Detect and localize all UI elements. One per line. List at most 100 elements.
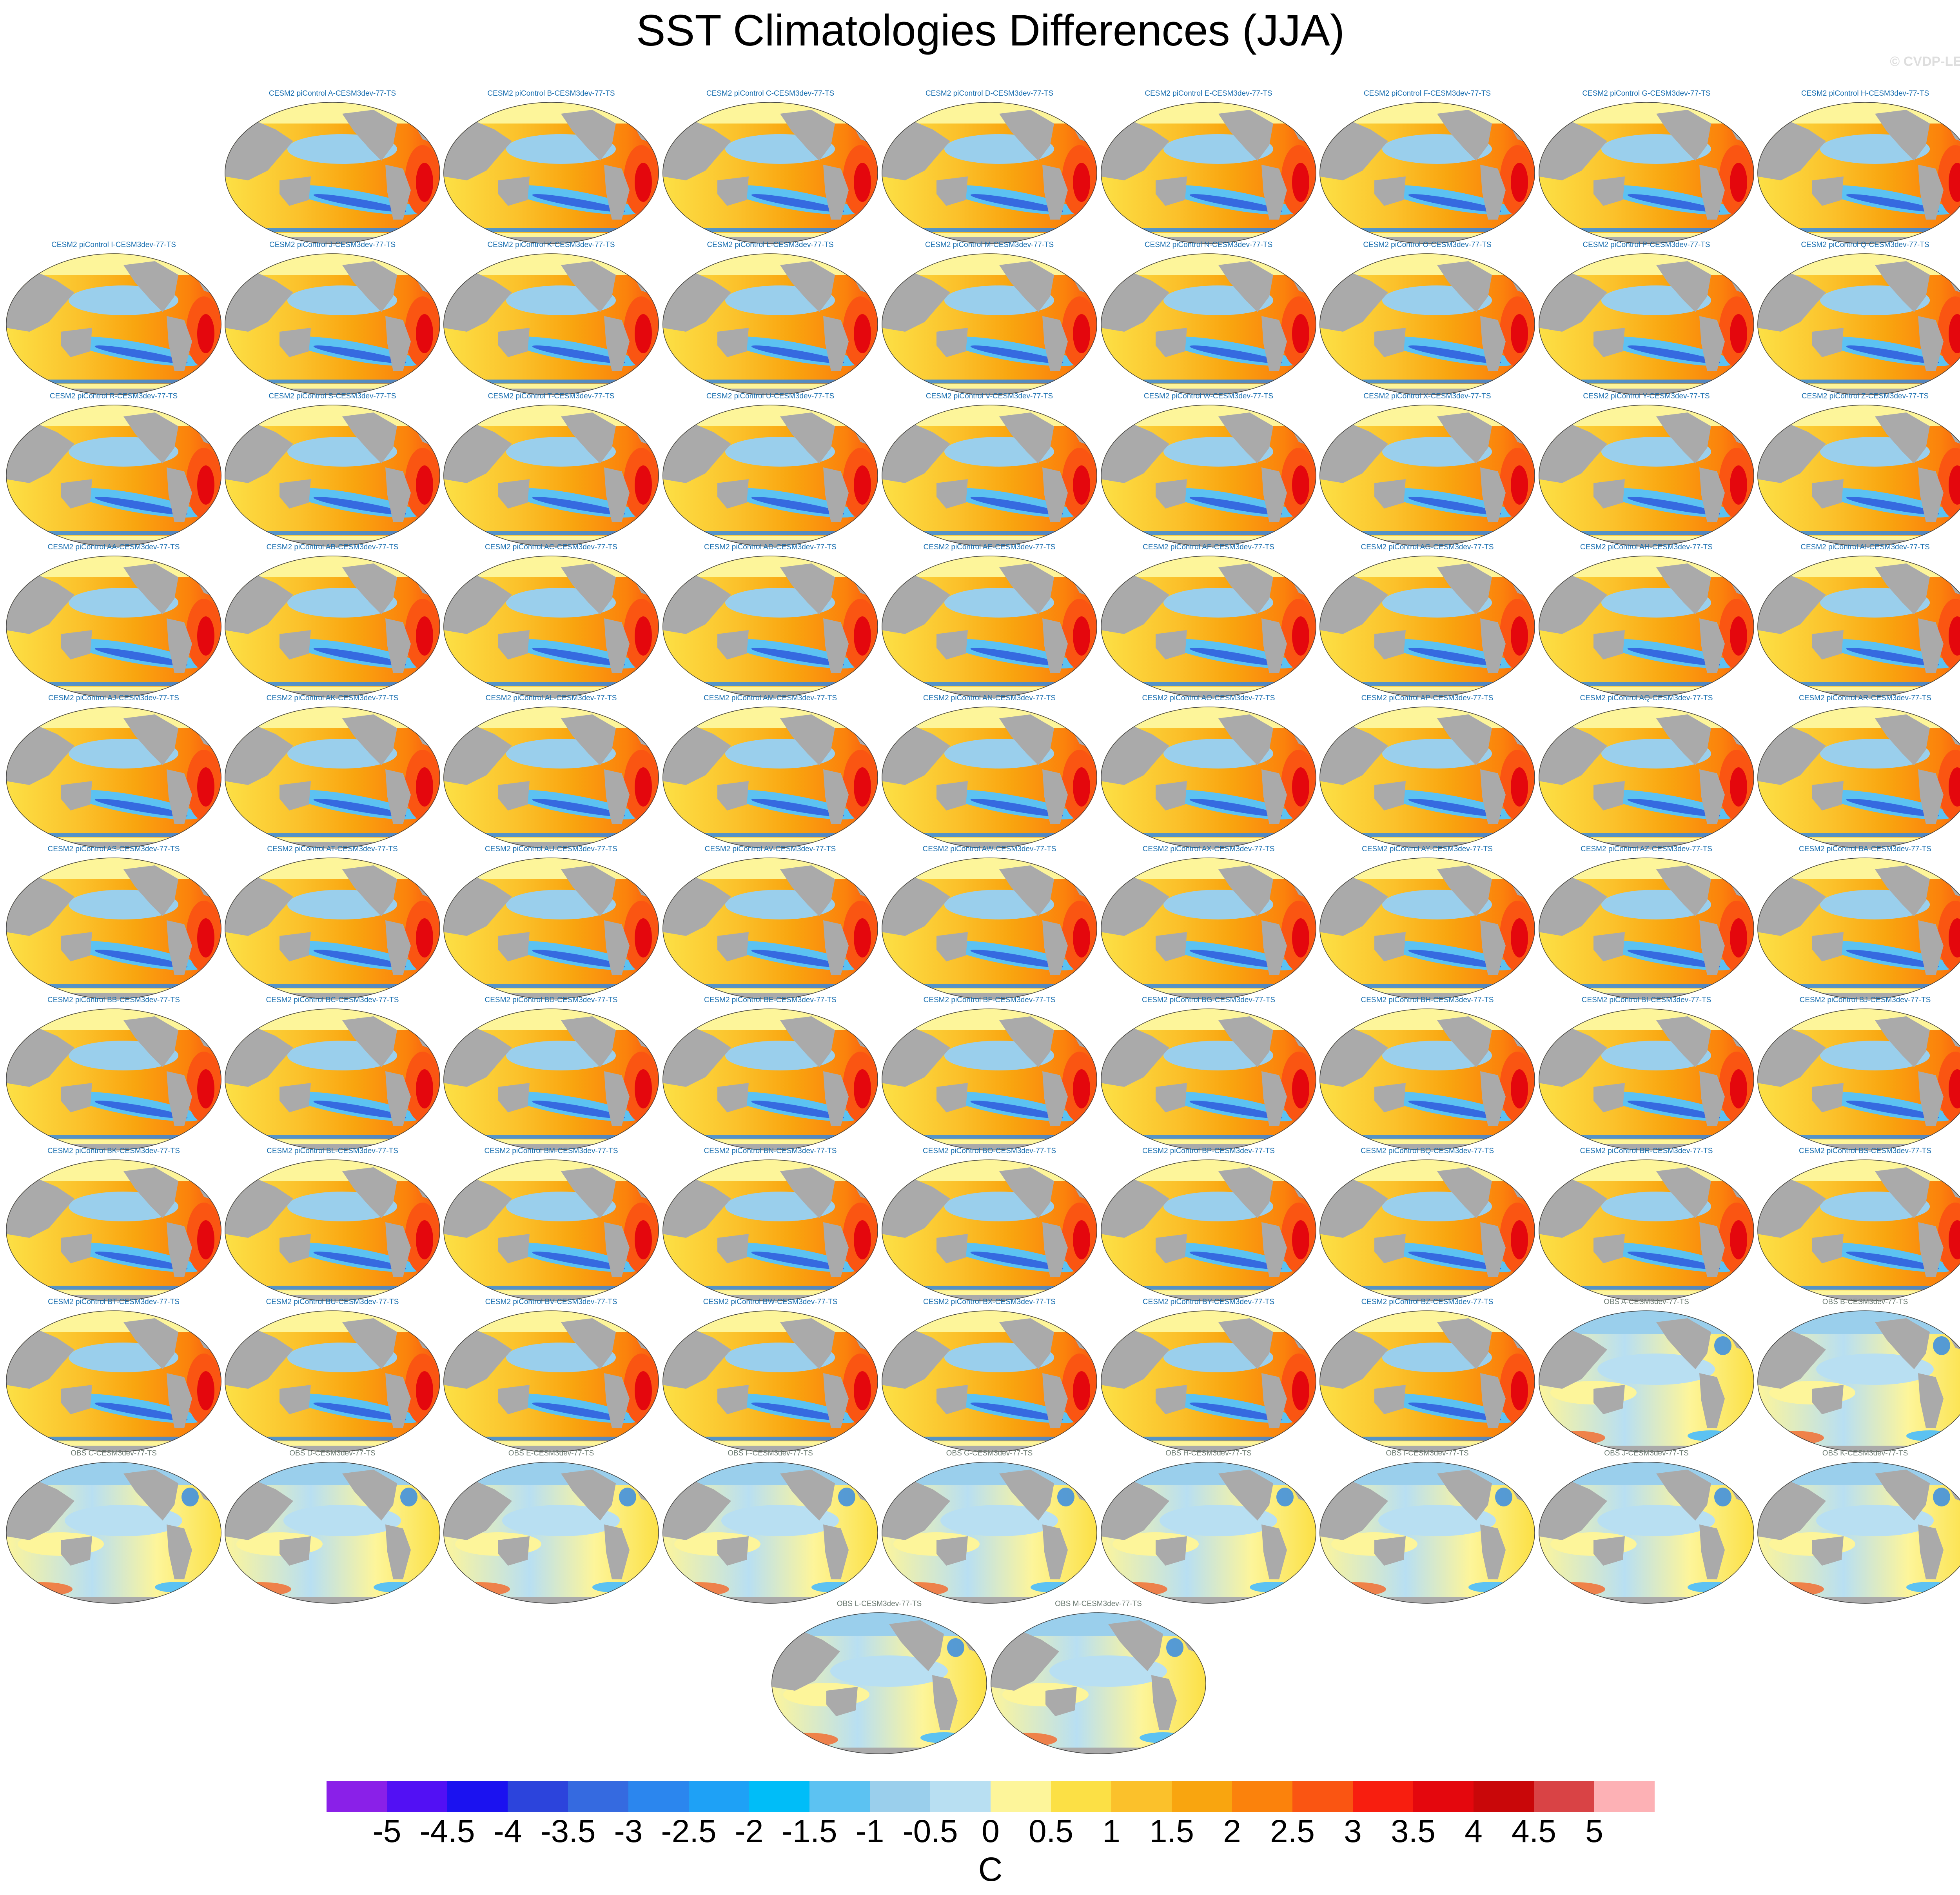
map-panel: OBS A-CESM3dev-77-TS [1539,1298,1754,1453]
sst-difference-map [443,556,659,698]
map-panel: CESM2 piControl AK-CESM3dev-77-TS [225,694,440,849]
map-panel: CESM2 piControl U-CESM3dev-77-TS [662,392,878,547]
panel-title: OBS B-CESM3dev-77-TS [1822,1298,1908,1306]
panel-title: OBS G-CESM3dev-77-TS [946,1449,1033,1457]
map-panel: CESM2 piControl BQ-CESM3dev-77-TS [1319,1147,1535,1302]
sst-difference-map [1539,102,1754,244]
map-panel: CESM2 piControl F-CESM3dev-77-TS [1319,89,1535,244]
map-panel: CESM2 piControl AF-CESM3dev-77-TS [1101,543,1316,698]
sst-difference-map [882,858,1097,999]
sst-difference-map [1101,405,1316,547]
sst-difference-map [771,1612,987,1754]
map-panel: CESM2 piControl E-CESM3dev-77-TS [1101,89,1316,244]
map-panel: OBS C-CESM3dev-77-TS [6,1449,221,1604]
page-title: SST Climatologies Differences (JJA) [636,6,1345,55]
panel-title: CESM2 piControl BF-CESM3dev-77-TS [923,996,1056,1004]
sst-difference-map [1101,1462,1316,1604]
map-panel: CESM2 piControl AG-CESM3dev-77-TS [1319,543,1535,698]
panel-title: CESM2 piControl Z-CESM3dev-77-TS [1801,392,1929,400]
map-panel: CESM2 piControl Z-CESM3dev-77-TS [1757,392,1960,547]
panel-title: CESM2 piControl AJ-CESM3dev-77-TS [48,694,179,702]
panel-title: CESM2 piControl BE-CESM3dev-77-TS [704,996,837,1004]
map-panel: CESM2 piControl AZ-CESM3dev-77-TS [1539,845,1754,1000]
sst-difference-map [662,858,878,999]
panel-title: CESM2 piControl W-CESM3dev-77-TS [1143,392,1274,400]
sst-difference-map [882,707,1097,848]
sst-difference-map [1539,1310,1754,1452]
sst-difference-map [662,253,878,395]
sst-difference-map [1319,1008,1535,1150]
panel-title: CESM2 piControl AM-CESM3dev-77-TS [704,694,837,702]
map-panel: CESM2 piControl AD-CESM3dev-77-TS [662,543,878,698]
sst-difference-map [1539,1159,1754,1301]
sst-difference-map [662,1008,878,1150]
sst-difference-map [6,1310,221,1452]
sst-difference-map [443,1462,659,1604]
colorbar-tick-label: -3.5 [540,1813,596,1849]
map-panel: OBS H-CESM3dev-77-TS [1101,1449,1316,1604]
sst-difference-map [991,1612,1206,1754]
map-panel: CESM2 piControl AH-CESM3dev-77-TS [1539,543,1754,698]
colorbar-tick-label: 1.5 [1149,1813,1194,1849]
panel-title: CESM2 piControl R-CESM3dev-77-TS [49,392,178,400]
panel-title: CESM2 piControl BT-CESM3dev-77-TS [48,1298,180,1306]
colorbar-tick-label: 2 [1223,1813,1241,1849]
panel-title: CESM2 piControl AY-CESM3dev-77-TS [1362,845,1493,853]
panel-title: CESM2 piControl AO-CESM3dev-77-TS [1142,694,1275,702]
panel-title: CESM2 piControl G-CESM3dev-77-TS [1582,89,1711,98]
sst-difference-map [225,858,440,999]
map-panel: CESM2 piControl BC-CESM3dev-77-TS [225,996,440,1151]
map-panel: CESM2 piControl D-CESM3dev-77-TS [882,89,1097,244]
map-panel: CESM2 piControl AN-CESM3dev-77-TS [882,694,1097,849]
sst-difference-map [1757,556,1960,698]
map-panel: CESM2 piControl BY-CESM3dev-77-TS [1101,1298,1316,1453]
map-panel: CESM2 piControl J-CESM3dev-77-TS [225,241,440,396]
panel-title: CESM2 piControl BS-CESM3dev-77-TS [1799,1147,1931,1155]
colorbar-swatch [930,1781,991,1812]
map-panel: CESM2 piControl AY-CESM3dev-77-TS [1319,845,1535,1000]
panel-title: CESM2 piControl AD-CESM3dev-77-TS [704,543,837,551]
sst-difference-map [662,405,878,547]
map-panel: CESM2 piControl W-CESM3dev-77-TS [1101,392,1316,547]
panel-title: CESM2 piControl T-CESM3dev-77-TS [488,392,615,400]
panel-title: CESM2 piControl AE-CESM3dev-77-TS [923,543,1056,551]
map-panel: CESM2 piControl BT-CESM3dev-77-TS [6,1298,221,1453]
panel-title: OBS C-CESM3dev-77-TS [71,1449,157,1457]
sst-difference-map [882,253,1097,395]
sst-difference-map [1319,253,1535,395]
sst-difference-map [1757,405,1960,547]
sst-difference-map [443,858,659,999]
map-panel: CESM2 piControl I-CESM3dev-77-TS [6,241,221,396]
map-panel: CESM2 piControl H-CESM3dev-77-TS [1757,89,1960,244]
map-panel: CESM2 piControl AS-CESM3dev-77-TS [6,845,221,1000]
sst-difference-map [1539,707,1754,848]
panel-title: CESM2 piControl V-CESM3dev-77-TS [926,392,1053,400]
map-panel: CESM2 piControl AW-CESM3dev-77-TS [882,845,1097,1000]
sst-difference-map [225,1462,440,1604]
panel-title: CESM2 piControl M-CESM3dev-77-TS [925,241,1054,249]
map-panel: CESM2 piControl BB-CESM3dev-77-TS [6,996,221,1151]
colorbar-tick-label: 2.5 [1270,1813,1315,1849]
panel-title: OBS I-CESM3dev-77-TS [1386,1449,1469,1457]
panel-title: CESM2 piControl BX-CESM3dev-77-TS [923,1298,1056,1306]
map-panel: CESM2 piControl R-CESM3dev-77-TS [6,392,221,547]
panel-title: CESM2 piControl S-CESM3dev-77-TS [269,392,396,400]
colorbar-tick-labels: -5 -4.5 -4 -3.5 -3 -2.5 -2 -1.5 -1 -0.5 0 0.5 1 1.5 2 2… [0,1815,1960,1851]
map-panel: CESM2 piControl BO-CESM3dev-77-TS [882,1147,1097,1302]
map-panel: OBS M-CESM3dev-77-TS [991,1600,1206,1755]
colorbar-swatch [1474,1781,1534,1812]
panel-title: CESM2 piControl BH-CESM3dev-77-TS [1361,996,1494,1004]
map-panel: CESM2 piControl BD-CESM3dev-77-TS [443,996,659,1151]
panel-title: OBS K-CESM3dev-77-TS [1822,1449,1908,1457]
panel-title: CESM2 piControl F-CESM3dev-77-TS [1363,89,1491,98]
colorbar-swatch [1172,1781,1232,1812]
map-panel: CESM2 piControl X-CESM3dev-77-TS [1319,392,1535,547]
colorbar-swatch [1232,1781,1292,1812]
map-panel: OBS F-CESM3dev-77-TS [662,1449,878,1604]
map-panel: CESM2 piControl AV-CESM3dev-77-TS [662,845,878,1000]
sst-difference-map [1319,1159,1535,1301]
sst-difference-map [882,1310,1097,1452]
panel-title: CESM2 piControl X-CESM3dev-77-TS [1363,392,1491,400]
map-panel: CESM2 piControl N-CESM3dev-77-TS [1101,241,1316,396]
panel-title: CESM2 piControl BL-CESM3dev-77-TS [267,1147,398,1155]
